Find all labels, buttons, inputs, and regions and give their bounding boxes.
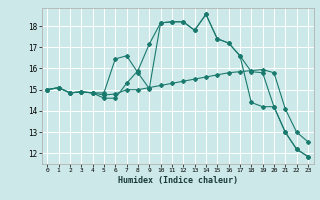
X-axis label: Humidex (Indice chaleur): Humidex (Indice chaleur) xyxy=(118,176,237,185)
